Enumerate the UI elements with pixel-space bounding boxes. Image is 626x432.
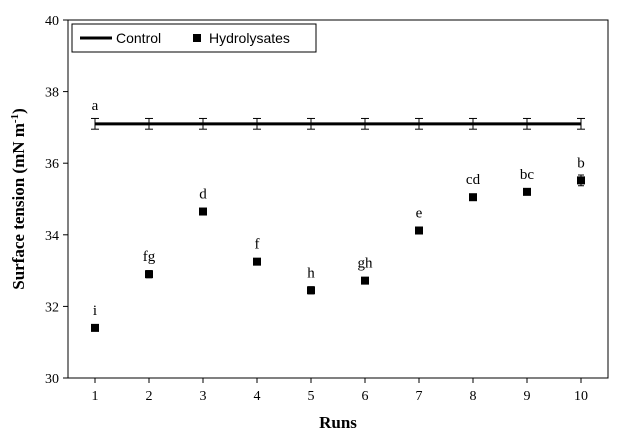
y-tick-label: 36	[45, 157, 59, 172]
hydrolysates-point	[253, 257, 261, 266]
significance-label: f	[255, 237, 260, 253]
significance-label: a	[92, 98, 99, 114]
x-tick-label: 10	[574, 389, 588, 404]
y-axis-title-main: Surface tension (mN m	[9, 123, 28, 290]
significance-label: fg	[143, 249, 156, 265]
hydrolysates-point	[145, 270, 153, 279]
hydrolysates-point	[523, 187, 531, 196]
significance-label: i	[93, 303, 97, 319]
y-tick-label: 32	[45, 300, 59, 315]
significance-label: bc	[520, 167, 535, 183]
hydrolysates-point	[415, 226, 423, 235]
x-axis-title: Runs	[319, 413, 357, 432]
plot-frame	[67, 19, 609, 379]
significance-label: gh	[358, 256, 374, 272]
hydrolysates-point	[469, 193, 477, 202]
y-axis-title-superscript: -1	[9, 114, 21, 123]
y-tick-label: 34	[45, 229, 59, 244]
significance-label: e	[416, 206, 423, 222]
x-axis: 1 2 3 4 5 6 7 8 9 10	[92, 378, 588, 404]
hydrolysates-point	[91, 323, 99, 332]
legend-hydrolysates-marker	[193, 34, 201, 42]
x-tick-label: 8	[470, 389, 477, 404]
hydrolysates-series	[91, 174, 585, 332]
x-tick-label: 3	[200, 389, 207, 404]
significance-label: h	[307, 265, 315, 281]
control-series	[91, 117, 585, 130]
y-tick-label: 30	[45, 372, 59, 387]
x-tick-label: 2	[146, 389, 153, 404]
x-tick-label: 6	[362, 389, 369, 404]
x-tick-label: 5	[308, 389, 315, 404]
x-tick-label: 9	[524, 389, 531, 404]
x-tick-label: 1	[92, 389, 99, 404]
legend: Control Hydrolysates	[71, 23, 317, 53]
x-tick-label: 7	[416, 389, 423, 404]
y-tick-label: 40	[45, 14, 59, 29]
y-axis-title-close: )	[9, 108, 28, 114]
y-tick-label: 38	[45, 86, 59, 101]
significance-labels: a i fg d f h gh e cd bc b	[92, 98, 585, 319]
hydrolysates-point	[307, 286, 315, 295]
significance-label: b	[577, 155, 585, 171]
legend-control-label: Control	[116, 30, 161, 46]
significance-label: cd	[466, 172, 481, 188]
hydrolysates-point	[199, 207, 207, 216]
significance-label: d	[199, 187, 207, 203]
y-axis-title: Surface tension (mN m-1)	[9, 108, 28, 290]
x-tick-label: 4	[254, 389, 261, 404]
legend-hydrolysates-label: Hydrolysates	[209, 30, 290, 46]
y-axis: 30 32 34 36 38 40	[45, 14, 68, 387]
hydrolysates-point	[361, 276, 369, 285]
hydrolysates-point	[577, 176, 585, 185]
